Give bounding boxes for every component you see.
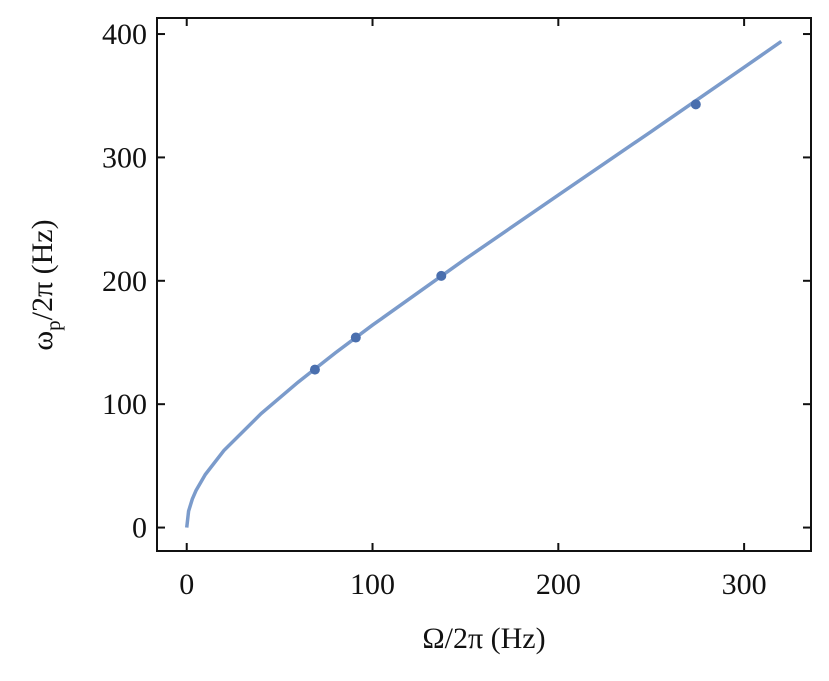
x-tick-label: 200 (536, 568, 581, 601)
x-tick-label: 300 (722, 568, 767, 601)
y-label-symbol: ω (26, 331, 59, 351)
data-point (690, 99, 701, 110)
y-tick-label: 200 (102, 265, 147, 298)
data-point (309, 364, 320, 375)
x-tick-label: 100 (350, 568, 395, 601)
y-axis-label: ωp/2π (Hz) (26, 219, 65, 350)
data-point (350, 332, 361, 343)
y-tick-label: 400 (102, 18, 147, 51)
x-tick-label: 0 (179, 568, 194, 601)
data-point (436, 270, 447, 281)
y-label-subscript: p (41, 320, 65, 331)
y-tick-label: 300 (102, 141, 147, 174)
data-line (184, 40, 783, 528)
plot-frame (156, 17, 812, 552)
y-tick-label: 0 (132, 512, 147, 545)
y-label-rest: /2π (Hz) (26, 219, 59, 320)
y-tick-label: 100 (102, 388, 147, 421)
x-axis-label: Ω/2π (Hz) (422, 622, 545, 655)
